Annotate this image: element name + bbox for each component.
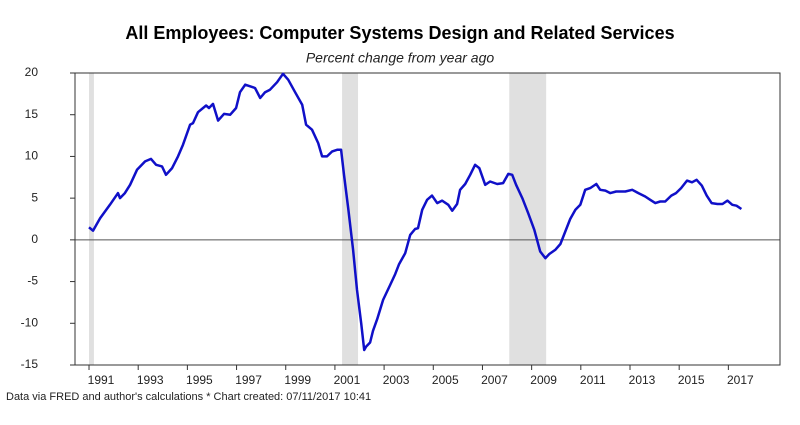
x-tick-label: 2007 [481, 373, 508, 387]
footnote: Data via FRED and author's calculations … [6, 391, 371, 403]
chart-subtitle: Percent change from year ago [306, 50, 495, 66]
x-tick-label: 2005 [432, 373, 459, 387]
y-tick-label: 20 [25, 65, 39, 79]
y-tick-label: 15 [25, 107, 39, 121]
y-tick-label: 10 [25, 149, 39, 163]
x-tick-label: 2001 [334, 373, 361, 387]
x-tick-label: 2003 [383, 373, 410, 387]
x-tick-label: 2013 [629, 373, 656, 387]
x-tick-label: 2009 [530, 373, 557, 387]
plot-frame [74, 72, 781, 366]
recession-band [509, 73, 547, 365]
x-tick-label: 1993 [137, 373, 164, 387]
x-tick-label: 2015 [678, 373, 705, 387]
y-tick-label: -5 [27, 274, 38, 288]
data-line [88, 72, 743, 352]
x-tick-label: 1997 [235, 373, 262, 387]
x-tick-label: 1999 [284, 373, 311, 387]
y-tick-label: 5 [31, 190, 38, 204]
y-tick-label: 0 [31, 232, 38, 246]
x-tick-label: 2011 [580, 373, 606, 387]
recession-band [89, 73, 94, 365]
y-tick-label: -15 [21, 357, 39, 371]
y-tick-label: -10 [21, 315, 39, 329]
x-tick-label: 1995 [186, 373, 213, 387]
x-tick-label: 2017 [727, 373, 754, 387]
x-tick-label: 1991 [88, 373, 115, 387]
chart-title: All Employees: Computer Systems Design a… [125, 23, 674, 43]
